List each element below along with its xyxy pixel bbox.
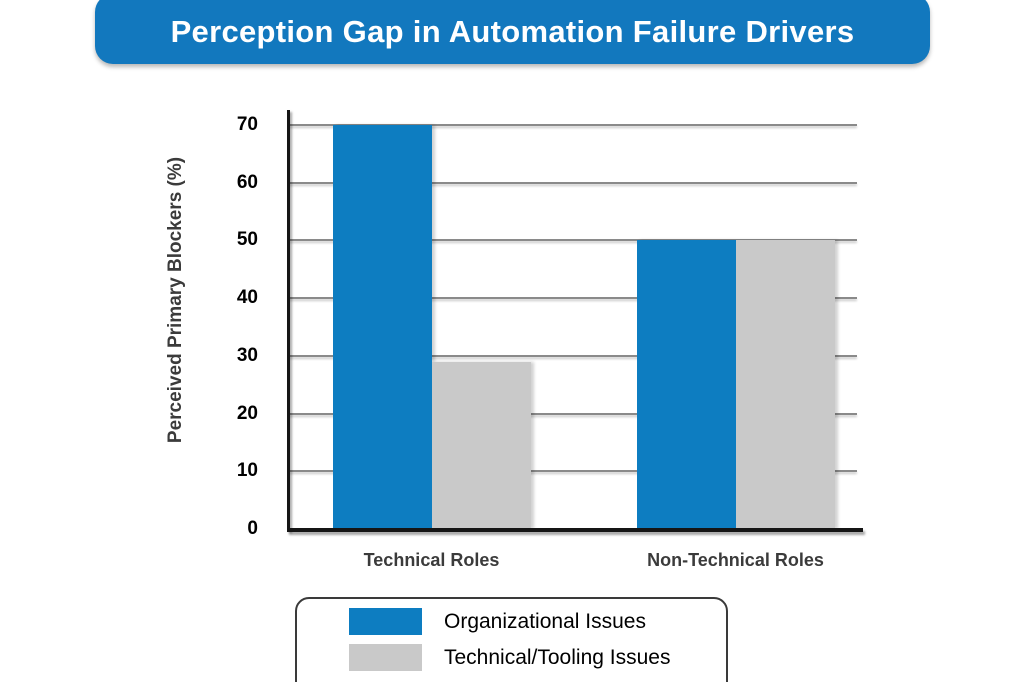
gridline-70: [289, 124, 857, 126]
y-axis-title: Perceived Primary Blockers (%): [165, 156, 186, 444]
bar-non-technical-roles-technical-tooling: [735, 240, 835, 529]
legend-item: Technical/Tooling Issues: [349, 644, 726, 671]
x-category-label: Non-Technical Roles: [647, 550, 824, 570]
gridline-40: [289, 297, 857, 300]
y-tick-30: 30: [236, 344, 258, 366]
gridline-50: [289, 239, 857, 242]
gridline-30: [289, 354, 857, 357]
bar-non-technical-roles-organizational: [636, 240, 736, 529]
legend-item: Organizational Issues: [349, 608, 726, 635]
y-tick-20: 20: [236, 402, 258, 424]
legend: Organizational Issues Technical/Tooling …: [295, 597, 728, 682]
legend-swatch-organizational-issues: [349, 608, 422, 635]
y-tick-10: 10: [236, 460, 258, 482]
legend-label: Technical/Tooling Issues: [444, 645, 671, 669]
gridline-60: [289, 181, 857, 184]
y-tick-40: 40: [236, 287, 258, 309]
y-tick-0: 0: [247, 518, 258, 539]
y-axis-line: [287, 110, 290, 531]
y-tick-60: 60: [236, 171, 258, 193]
legend-swatch-technical-tooling-issues: [349, 644, 422, 671]
x-axis-line: [287, 528, 863, 532]
y-tick-50: 50: [236, 229, 258, 251]
bar-technical-roles-technical-tooling: [431, 361, 531, 529]
bar-technical-roles-organizational: [332, 125, 432, 529]
chart-title-banner: Perception Gap in Automation Failure Dri…: [95, 0, 930, 64]
legend-label: Organizational Issues: [444, 609, 646, 633]
x-category-label: Technical Roles: [363, 550, 500, 570]
y-tick-70: 70: [236, 114, 258, 135]
gridline-20: [289, 412, 857, 415]
chart-title: Perception Gap in Automation Failure Dri…: [170, 14, 855, 49]
gridline-10: [289, 470, 857, 473]
plot-area: [289, 110, 857, 529]
